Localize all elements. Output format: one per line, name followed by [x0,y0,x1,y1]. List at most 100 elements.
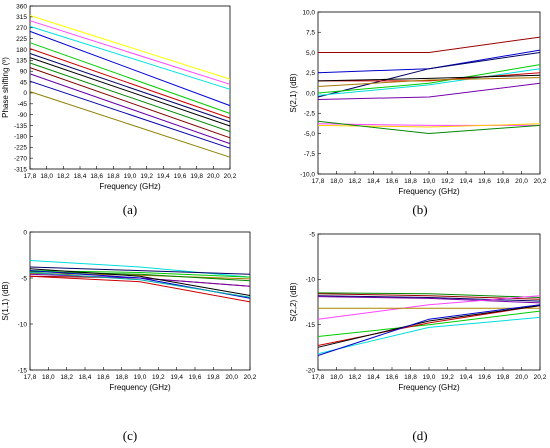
x-tick-label: 18,0 [42,374,55,381]
x-tick-label: 19,6 [478,374,491,381]
y-tick-label: -10,0 [300,171,315,178]
series-line-5 [29,42,231,114]
y-tick-label: 2,5 [306,70,315,77]
series-line-8 [317,77,541,87]
series-line-10 [29,272,251,298]
series-line-7 [317,310,541,337]
x-axis-label: Frequency (GHz) [99,182,161,191]
series-line-7 [317,74,541,82]
series-line-2 [29,20,231,85]
x-tick-label: 18,0 [330,178,343,185]
x-tick-label: 20,2 [224,173,237,180]
x-tick-label: 18,8 [404,178,417,185]
series-line-10 [317,305,541,348]
chart-panel: 17,8 18,0 18,2 18,4 18,6 18,8 19,0 19,2 19,4 19,6… [1,3,237,217]
y-tick-label: 0 [23,229,27,236]
panel-label: (a) [123,202,137,217]
y-tick-label: -5 [309,231,315,238]
y-tick-label: 7,5 [306,30,315,37]
x-tick-label: 18,4 [367,178,380,185]
series-line-11 [29,275,251,303]
series-line-7 [29,53,231,123]
x-tick-label: 18,6 [386,374,399,381]
x-tick-label: 20,0 [515,178,528,185]
x-tick-label: 20,0 [207,173,220,180]
y-tick-label: 45 [20,79,28,86]
x-tick-label: 19,8 [497,374,510,381]
y-tick-label: 270 [16,25,27,32]
x-tick-label: 20,2 [244,374,257,381]
y-tick-label: -15 [306,322,316,329]
series-line-2 [29,266,251,275]
series-line-6 [29,48,231,119]
y-tick-label: 135 [16,58,27,65]
x-tick-label: 18,8 [107,173,120,180]
x-tick-label: 19,2 [441,178,454,185]
x-tick-label: 19,2 [152,374,165,381]
y-tick-label: -225 [14,145,27,152]
x-tick-label: 19,0 [124,173,137,180]
x-tick-label: 18,2 [349,178,362,185]
x-tick-label: 20,0 [225,374,238,381]
series-line-9 [317,82,541,100]
y-tick-label: -315 [14,166,27,173]
x-tick-label: 18,0 [40,173,53,180]
series-line-3 [317,52,541,98]
x-tick-label: 19,6 [174,173,187,180]
series-line-8 [29,268,251,296]
y-tick-label: 180 [16,47,27,54]
x-tick-label: 18,2 [60,374,73,381]
series-line-5 [317,295,541,320]
series-line-4 [317,296,541,304]
x-tick-label: 20,2 [534,374,547,381]
y-axis-label: S(1,1) (dB) [1,281,10,320]
series-line-8 [29,57,231,127]
y-tick-label: -15 [18,367,28,374]
x-tick-label: 19,6 [189,374,202,381]
series-line-12 [29,80,231,149]
plot-frame [317,11,541,175]
series-line-9 [317,305,541,346]
series-line-1 [318,36,541,53]
series-line-1 [317,292,541,298]
x-tick-label: 19,0 [423,178,436,185]
x-tick-label: 18,0 [330,374,343,381]
series-line-12 [317,120,541,135]
plot-frame [29,231,251,371]
x-tick-label: 18,6 [386,178,399,185]
y-tick-label: 90 [20,69,28,76]
series-line-8 [317,316,541,355]
series-line-4 [317,64,541,94]
series-line-4 [29,30,231,107]
series-line-13 [29,91,231,158]
y-tick-label: 315 [16,14,27,21]
x-axis-label: Frequency (GHz) [109,383,171,392]
x-tick-label: 18,4 [74,173,87,180]
x-tick-label: 20,2 [534,178,547,185]
y-tick-label: -5 [21,275,27,282]
panel-label: (c) [123,428,137,443]
series-line-5 [317,68,541,96]
series-line-9 [29,62,231,133]
chart-panel: 17,8 18,0 18,2 18,4 18,6 18,8 19,0 19,2 19,4 19,6… [289,9,547,217]
y-tick-label: -270 [14,155,27,162]
y-tick-label: 10,0 [302,9,315,16]
y-axis-label: S(2,1) (dB) [289,73,298,112]
series-line-3 [317,295,541,302]
y-tick-label: 0 [23,90,27,97]
y-tick-label: -10 [18,321,28,328]
y-tick-label: -20 [306,367,316,374]
y-tick-label: 360 [16,3,27,10]
x-tick-label: 17,8 [312,178,325,185]
x-tick-label: 19,2 [441,374,454,381]
x-tick-label: 19,2 [140,173,153,180]
panel-label: (d) [412,428,427,443]
x-tick-label: 18,4 [367,374,380,381]
x-tick-label: 18,6 [97,374,110,381]
x-tick-label: 19,6 [478,178,491,185]
series-line-1 [29,15,231,80]
x-axis-label: Frequency (GHz) [398,187,460,196]
x-tick-label: 17,8 [24,374,37,381]
x-axis-label: Frequency (GHz) [398,383,460,392]
y-tick-label: -135 [14,123,27,130]
